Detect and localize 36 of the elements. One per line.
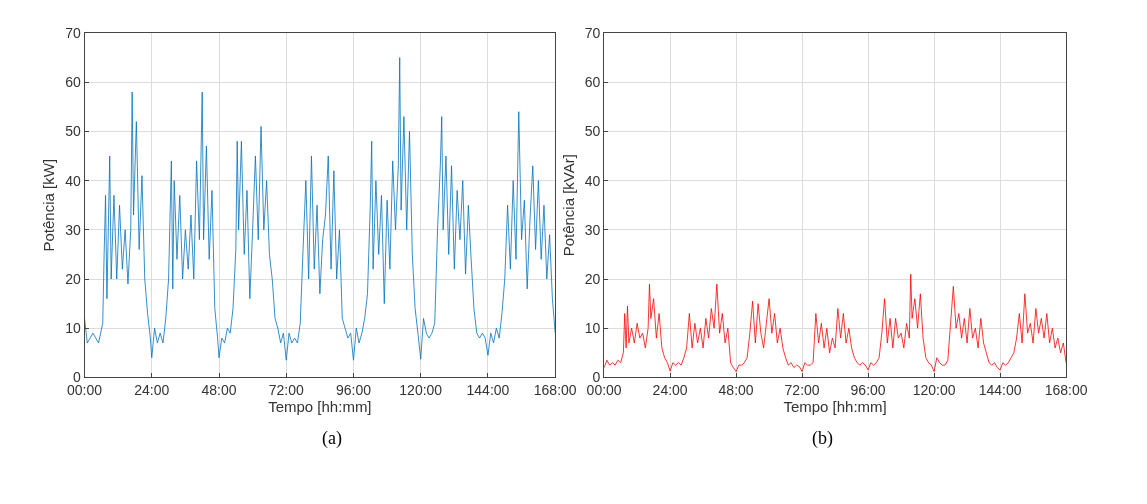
y-tick-label: 40 bbox=[584, 172, 601, 189]
x-tick-label: 168:00 bbox=[533, 382, 577, 399]
x-axis-title: Tempo [hh:mm] bbox=[268, 398, 372, 416]
y-tick-label: 40 bbox=[65, 172, 81, 189]
x-tick-label: 120:00 bbox=[912, 382, 956, 399]
x-tick-label: 168:00 bbox=[1044, 382, 1088, 399]
line-series bbox=[604, 273, 1067, 372]
x-axis-title: Tempo [hh:mm] bbox=[783, 398, 887, 416]
y-tick-label: 10 bbox=[65, 320, 81, 337]
x-tick-label: 24:00 bbox=[134, 382, 170, 399]
x-tick-label: 96:00 bbox=[335, 382, 372, 399]
y-axis-title: Potência [kVAr] bbox=[559, 154, 577, 257]
x-tick-label: 72:00 bbox=[268, 382, 304, 399]
x-tick-label: 48:00 bbox=[201, 382, 237, 399]
x-tick-label: 120:00 bbox=[399, 382, 443, 399]
y-tick-label: 70 bbox=[65, 24, 81, 41]
x-tick-label: 144:00 bbox=[466, 382, 510, 399]
x-tick-label: 96:00 bbox=[850, 382, 886, 399]
x-tick-label: 48:00 bbox=[718, 382, 754, 399]
y-tick-label: 60 bbox=[65, 74, 81, 91]
line-series bbox=[84, 57, 556, 361]
x-tick-label: 72:00 bbox=[784, 382, 820, 399]
y-axis-title: Potência [kW] bbox=[40, 158, 58, 252]
y-tick-label: 20 bbox=[65, 270, 81, 287]
x-tick-label: 144:00 bbox=[978, 382, 1022, 399]
text: (a) bbox=[322, 428, 342, 449]
y-tick-label: 30 bbox=[584, 221, 601, 238]
y-tick-label: 50 bbox=[584, 123, 601, 140]
y-tick-label: 50 bbox=[65, 123, 81, 140]
y-tick-label: 70 bbox=[584, 24, 601, 41]
y-tick-label: 20 bbox=[584, 270, 601, 287]
y-tick-label: 60 bbox=[584, 74, 601, 91]
text: (b) bbox=[812, 428, 833, 449]
y-tick-label: 10 bbox=[584, 320, 601, 337]
x-tick-label: 24:00 bbox=[652, 382, 688, 399]
y-tick-label: 30 bbox=[65, 221, 81, 238]
